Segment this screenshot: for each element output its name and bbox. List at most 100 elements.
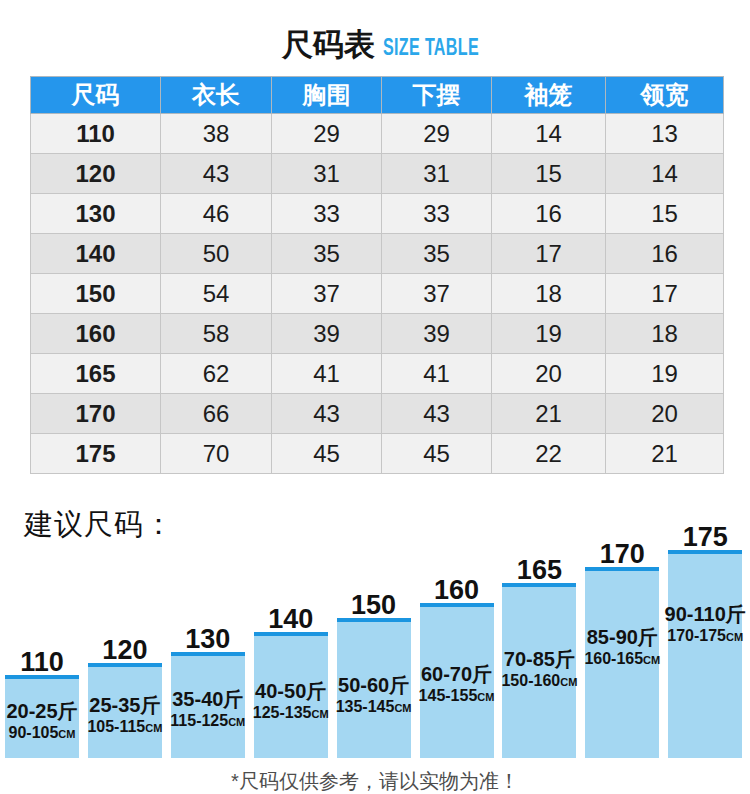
bar-weight-range: 20-25斤 (0, 700, 89, 723)
table-row: 1706643432120 (31, 394, 724, 434)
bar-weight-range: 40-50斤 (244, 680, 338, 703)
bar-height-range: 150-160cm (492, 671, 586, 690)
size-cell: 160 (31, 314, 161, 354)
value-cell: 41 (272, 354, 382, 394)
value-cell: 43 (161, 154, 272, 194)
value-cell: 15 (492, 154, 606, 194)
size-cell: 165 (31, 354, 161, 394)
bar-size-label: 165 (494, 557, 584, 584)
table-row: 1103829291413 (31, 114, 724, 154)
bar-height-range: 105-115cm (78, 717, 172, 736)
value-cell: 16 (606, 234, 724, 274)
value-cell: 21 (606, 434, 724, 474)
table-row: 1605839391918 (31, 314, 724, 354)
bar-range-text: 85-90斤160-165cm (575, 626, 669, 668)
size-table-header-row: 尺码衣长胸围下摆袖笼领宽 (31, 77, 724, 114)
value-cell: 43 (382, 394, 492, 434)
bar-size-label: 140 (246, 606, 336, 633)
table-row: 1505437371817 (31, 274, 724, 314)
bar-weight-range: 70-85斤 (492, 648, 586, 671)
column-header: 胸围 (272, 77, 382, 114)
value-cell: 39 (272, 314, 382, 354)
value-cell: 33 (272, 194, 382, 234)
value-cell: 41 (382, 354, 492, 394)
bar-weight-range: 25-35斤 (78, 694, 172, 717)
value-cell: 37 (382, 274, 492, 314)
value-cell: 14 (606, 154, 724, 194)
bar-range-text: 50-60斤135-145cm (327, 674, 421, 716)
value-cell: 37 (272, 274, 382, 314)
value-cell: 54 (161, 274, 272, 314)
size-bar: 17085-90斤160-165cm (585, 567, 659, 758)
value-cell: 29 (272, 114, 382, 154)
table-row: 1656241412019 (31, 354, 724, 394)
value-cell: 17 (606, 274, 724, 314)
bar-range-text: 70-85斤150-160cm (492, 648, 586, 690)
table-row: 1757045452221 (31, 434, 724, 474)
bar-height-range: 90-105cm (0, 723, 89, 742)
bar-range-text: 35-40斤115-125cm (161, 688, 255, 730)
footnote: *尺码仅供参考，请以实物为准！ (0, 768, 750, 794)
value-cell: 18 (492, 274, 606, 314)
title-chinese: 尺码表 (282, 27, 375, 62)
column-header: 尺码 (31, 77, 161, 114)
bar-range-text: 40-50斤125-135cm (244, 680, 338, 722)
value-cell: 17 (492, 234, 606, 274)
column-header: 袖笼 (492, 77, 606, 114)
table-row: 1405035351716 (31, 234, 724, 274)
size-cell: 120 (31, 154, 161, 194)
size-cell: 175 (31, 434, 161, 474)
bar-size-label: 160 (412, 577, 502, 604)
value-cell: 62 (161, 354, 272, 394)
bar-range-text: 90-110斤170-175cm (658, 603, 750, 645)
value-cell: 38 (161, 114, 272, 154)
bar-height-range: 115-125cm (161, 711, 255, 730)
value-cell: 21 (492, 394, 606, 434)
value-cell: 31 (272, 154, 382, 194)
value-cell: 15 (606, 194, 724, 234)
column-header: 领宽 (606, 77, 724, 114)
value-cell: 43 (272, 394, 382, 434)
value-cell: 58 (161, 314, 272, 354)
value-cell: 20 (606, 394, 724, 434)
value-cell: 50 (161, 234, 272, 274)
bar-size-label: 175 (660, 524, 750, 551)
bar-height-range: 170-175cm (658, 626, 750, 645)
size-table: 尺码衣长胸围下摆袖笼领宽 110382929141312043313115141… (30, 76, 724, 474)
value-cell: 45 (272, 434, 382, 474)
value-cell: 16 (492, 194, 606, 234)
bar-height-range: 125-135cm (244, 703, 338, 722)
bar-weight-range: 90-110斤 (658, 603, 750, 626)
bar-size-label: 170 (577, 541, 667, 568)
bar-height-range: 135-145cm (327, 697, 421, 716)
bar-range-text: 20-25斤90-105cm (0, 700, 89, 742)
size-bar: 15050-60斤135-145cm (337, 618, 411, 758)
value-cell: 13 (606, 114, 724, 154)
column-header: 下摆 (382, 77, 492, 114)
page-title: 尺码表SIZE TABLE (282, 24, 526, 66)
bar-height-range: 145-155cm (410, 686, 504, 705)
bar-height-range: 160-165cm (575, 649, 669, 668)
suggested-size-chart: 11020-25斤90-105cm12025-35斤105-115cm13035… (5, 510, 745, 758)
value-cell: 18 (606, 314, 724, 354)
value-cell: 35 (272, 234, 382, 274)
bar-weight-range: 50-60斤 (327, 674, 421, 697)
size-bar: 16570-85斤150-160cm (502, 583, 576, 758)
value-cell: 70 (161, 434, 272, 474)
value-cell: 31 (382, 154, 492, 194)
bar-range-text: 25-35斤105-115cm (78, 694, 172, 736)
size-cell: 130 (31, 194, 161, 234)
bar-size-label: 150 (329, 592, 419, 619)
size-cell: 170 (31, 394, 161, 434)
value-cell: 19 (492, 314, 606, 354)
value-cell: 45 (382, 434, 492, 474)
bar-size-label: 110 (0, 649, 87, 676)
size-bar: 16060-70斤145-155cm (420, 603, 494, 758)
value-cell: 66 (161, 394, 272, 434)
value-cell: 14 (492, 114, 606, 154)
value-cell: 46 (161, 194, 272, 234)
table-row: 1204331311514 (31, 154, 724, 194)
size-bar: 14040-50斤125-135cm (254, 632, 328, 758)
size-bar: 11020-25斤90-105cm (5, 675, 79, 758)
value-cell: 19 (606, 354, 724, 394)
